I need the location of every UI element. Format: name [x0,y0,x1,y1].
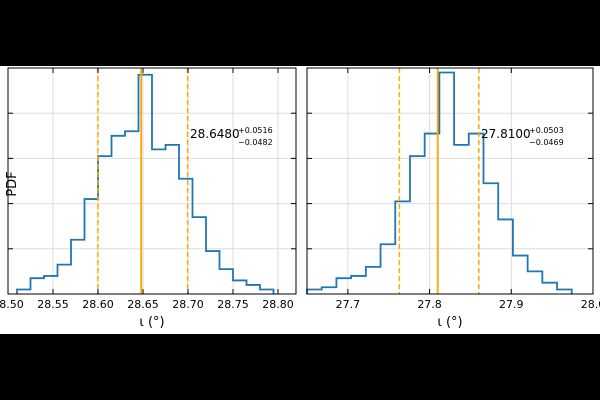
x-tick-label: 27.8 [417,298,442,311]
x-tick-label: 27.7 [336,298,361,311]
axes-frame [306,67,594,295]
x-tick-label: 28.60 [82,298,114,311]
error-minus: −0.0469 [529,138,564,147]
right-panel: 27.7 27.8 27.9 28.0 ι (°) 27.8100+0.0503 −0.04… [306,67,600,330]
axes-frame [7,67,297,295]
median-annotation: 28.6480 [190,127,240,141]
x-tick-label: 28.65 [127,298,159,311]
x-tick-label: 28.50 [0,298,24,311]
y-axis-label: PDF [5,171,20,196]
figure: 28.50 28.55 28.60 28.65 28.70 28.75 28.80 ι (°)… [0,66,600,334]
chart-svg: 28.50 28.55 28.60 28.65 28.70 28.75 28.80 ι (°)… [0,67,600,330]
error-minus: −0.0482 [238,138,273,147]
error-plus: +0.0503 [529,126,564,135]
histogram-outline [306,71,573,294]
histogram-outline [16,73,275,294]
error-plus: +0.0516 [238,126,273,135]
x-axis-label: ι (°) [139,315,164,330]
x-tick-label: 28.55 [37,298,69,311]
x-axis-label: ι (°) [437,315,462,330]
x-tick-label: 28.70 [172,298,204,311]
x-tick-label: 27.9 [499,298,524,311]
median-annotation: 27.8100 [481,127,531,141]
x-tick-label: 28.75 [217,298,249,311]
x-tick-label: 28.80 [262,298,294,311]
x-tick-label: 28.0 [581,298,600,311]
left-panel: 28.50 28.55 28.60 28.65 28.70 28.75 28.80 ι (°)… [0,67,297,330]
